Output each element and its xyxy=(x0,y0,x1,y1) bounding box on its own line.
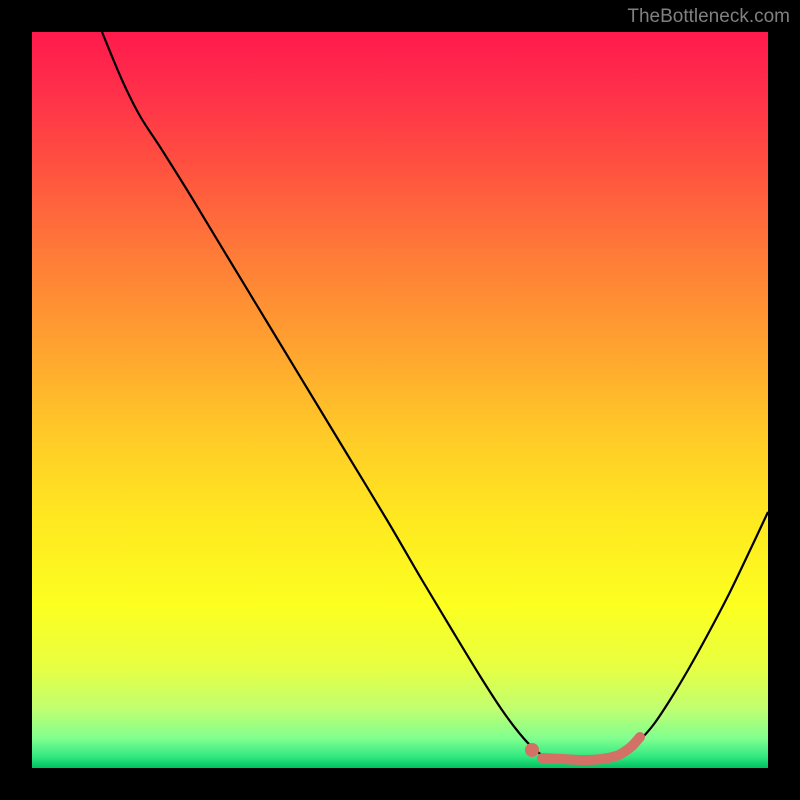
watermark-text: TheBottleneck.com xyxy=(627,6,790,28)
chart-frame: TheBottleneck.com xyxy=(0,0,800,800)
plot-area xyxy=(32,32,768,768)
curve-layer xyxy=(32,32,768,768)
bottleneck-curve xyxy=(102,32,768,760)
highlight-dot xyxy=(525,743,539,757)
highlight-segment xyxy=(542,737,640,760)
